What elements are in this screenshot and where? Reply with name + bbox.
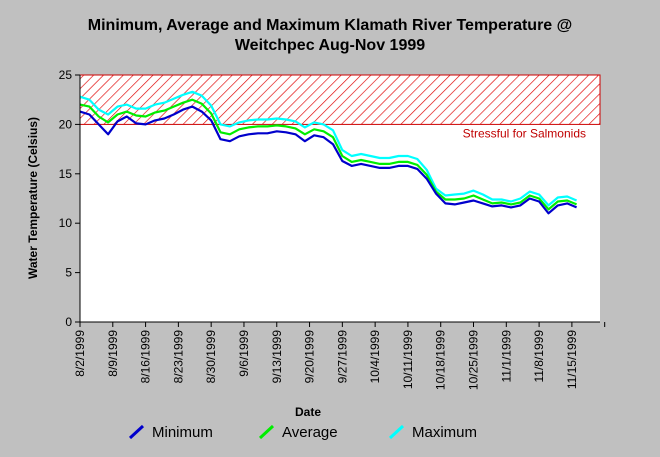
x-tick-label: 9/20/1999	[303, 330, 317, 384]
legend: Minimum Average Maximum	[128, 424, 477, 441]
legend-label-maximum: Maximum	[412, 424, 477, 441]
x-tick-label: 9/6/1999	[237, 330, 251, 377]
x-tick-label: 8/30/1999	[204, 330, 218, 384]
x-tick-label: 9/13/1999	[270, 330, 284, 384]
x-tick-label: 8/9/1999	[106, 330, 120, 377]
stress-zone-label: Stressful for Salmonids	[463, 126, 586, 140]
y-tick-label: 10	[59, 216, 73, 230]
x-tick-label: 8/23/1999	[171, 330, 185, 384]
legend-label-minimum: Minimum	[152, 424, 213, 441]
y-tick-label: 20	[59, 117, 73, 131]
x-tick-label: 8/2/1999	[73, 330, 87, 377]
y-tick-label: 0	[65, 315, 72, 329]
series-lines	[79, 90, 578, 215]
series-line-maximum	[79, 90, 578, 207]
x-ticks: 8/2/1999 8/9/1999 8/16/1999 8/23/1999 8/30/1…	[73, 322, 606, 390]
series-line-minimum	[79, 105, 578, 215]
chart-title-line2: Weitchpec Aug-Nov 1999	[235, 37, 425, 54]
x-tick-label: 11/15/1999	[565, 330, 579, 389]
x-tick-label: 11/1/1999	[499, 330, 513, 383]
y-axis-title: Water Temperature (Celsius)	[26, 117, 40, 279]
x-tick-label: 10/4/1999	[368, 330, 382, 384]
y-tick-label: 25	[59, 68, 73, 82]
x-axis-title: Date	[295, 405, 321, 419]
legend-swatch-maximum	[388, 424, 405, 440]
x-tick-label: 10/25/1999	[467, 330, 481, 390]
x-tick-label: 10/11/1999	[401, 330, 415, 389]
series-line-average	[79, 98, 578, 211]
x-tick-label: 9/27/1999	[335, 330, 349, 384]
legend-swatch-minimum	[128, 424, 145, 440]
x-tick-label: 11/8/1999	[532, 330, 546, 383]
legend-swatch-average	[258, 424, 275, 440]
legend-label-average: Average	[282, 424, 338, 441]
stress-zone	[79, 74, 601, 125]
y-tick-label: 5	[65, 266, 72, 280]
y-tick-label: 15	[59, 167, 73, 181]
x-tick-label: 10/18/1999	[434, 330, 448, 390]
y-ticks: 0 5 10 15 20 25	[59, 68, 80, 329]
chart-title-line1: Minimum, Average and Maximum Klamath Riv…	[88, 17, 572, 34]
x-tick-label: 8/16/1999	[139, 330, 153, 384]
